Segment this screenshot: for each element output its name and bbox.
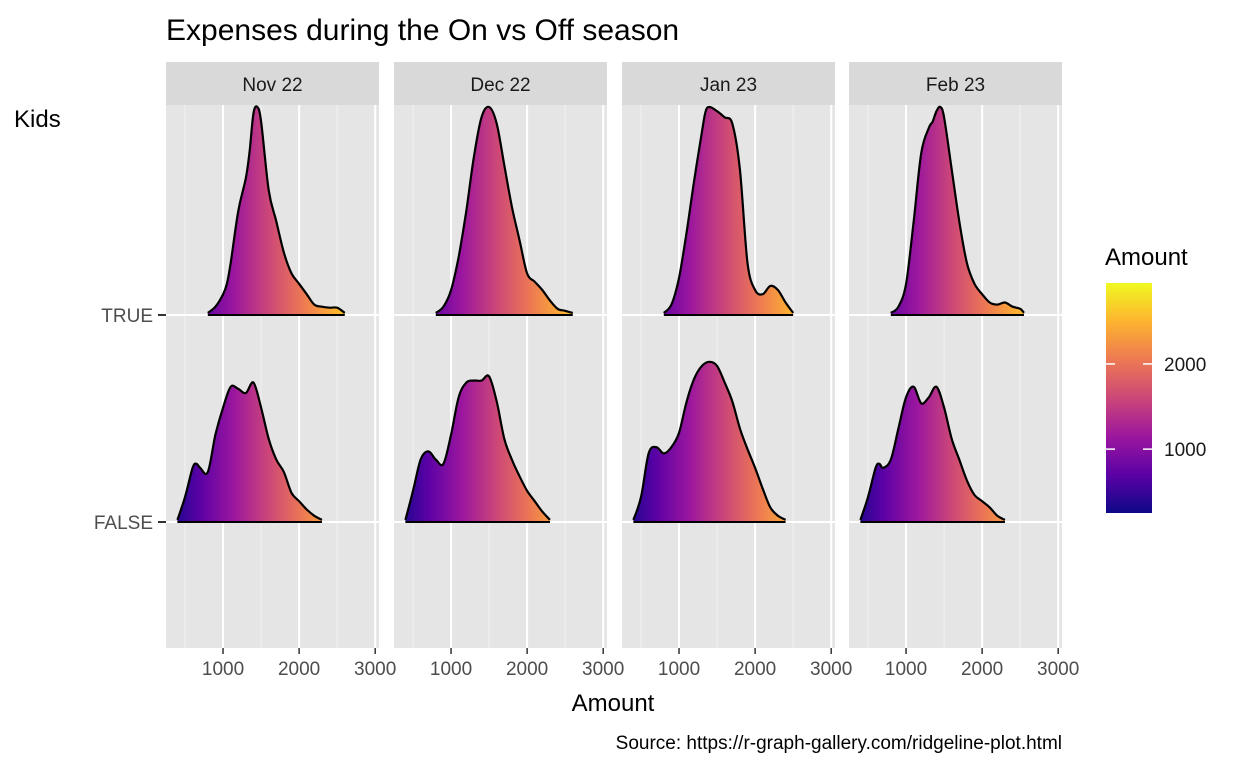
y-tick-label: FALSE <box>94 513 153 534</box>
ridge-fill-false <box>177 382 322 522</box>
y-axis: TRUE FALSE <box>94 306 166 534</box>
x-tick-label: 2000 <box>734 659 776 680</box>
ridge-outline-false <box>859 385 1006 521</box>
ridge-outline-true <box>890 105 1025 314</box>
x-tick-label: 3000 <box>810 659 852 680</box>
chart-caption: Source: https://r-graph-gallery.com/ridg… <box>616 733 1062 754</box>
facet-strip <box>394 62 607 105</box>
facet-panel: Dec 22 1000 2000 3000 <box>394 62 624 680</box>
ridge-outline-false <box>176 381 323 521</box>
facet-label: Jan 23 <box>700 75 757 96</box>
legend-tick-label: 2000 <box>1164 355 1206 376</box>
legend-title: Amount <box>1105 244 1188 271</box>
facet-strip <box>622 62 835 105</box>
facet-label: Dec 22 <box>470 75 530 96</box>
x-tick-label: 2000 <box>278 659 320 680</box>
ridge-outline-true <box>662 105 795 314</box>
chart-title: Expenses during the On vs Off season <box>166 14 679 47</box>
y-axis-title: Kids <box>14 106 61 133</box>
legend-tick-label: 1000 <box>1164 440 1206 461</box>
facet-panel: Nov 22 1000 2000 3000 <box>166 62 396 680</box>
x-tick-label: 1000 <box>658 659 700 680</box>
facet-strip <box>166 62 379 105</box>
ridge-outline-false <box>404 374 551 521</box>
ridge-outline-true <box>435 105 574 314</box>
x-tick-label: 3000 <box>354 659 396 680</box>
legend: Amount 1000 2000 <box>1105 244 1206 513</box>
x-axis-title: Amount <box>572 690 655 717</box>
ridge-outline-true <box>207 105 346 314</box>
facet-label: Nov 22 <box>242 75 302 96</box>
facet-strip <box>849 62 1062 105</box>
ridge-fill-true <box>663 107 794 315</box>
x-tick-label: 1000 <box>202 659 244 680</box>
facet-label: Feb 23 <box>926 75 985 96</box>
ridge-fill-true <box>435 106 573 315</box>
ridge-fill-true <box>207 106 345 315</box>
facet-panel: Feb 23 1000 2000 3000 <box>849 62 1079 680</box>
x-tick-label: 2000 <box>506 659 548 680</box>
ridge-fill-false <box>405 375 550 522</box>
x-tick-label: 1000 <box>430 659 472 680</box>
ridge-fill-false <box>860 386 1005 522</box>
x-tick-label: 3000 <box>582 659 624 680</box>
ridge-fill-false <box>633 361 786 522</box>
x-tick-label: 1000 <box>885 659 927 680</box>
legend-colorbar <box>1106 283 1152 513</box>
panel-background <box>166 105 379 648</box>
ridge-outline-false <box>632 360 787 521</box>
x-tick-label: 3000 <box>1037 659 1079 680</box>
y-tick-label: TRUE <box>101 306 153 327</box>
panel-background <box>849 105 1062 648</box>
facet-panel: Jan 23 1000 2000 3000 <box>622 62 852 680</box>
x-tick-label: 2000 <box>961 659 1003 680</box>
